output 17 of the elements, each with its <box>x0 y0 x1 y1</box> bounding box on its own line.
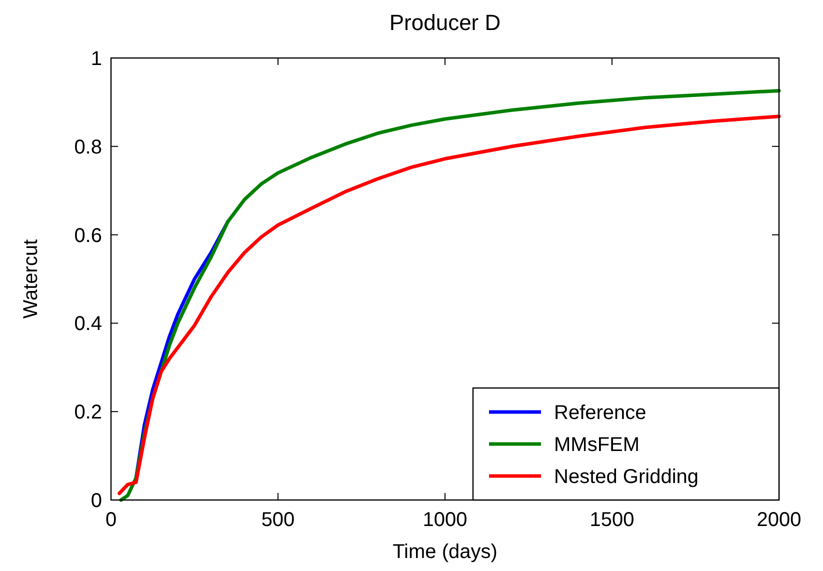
legend-label: Nested Gridding <box>554 466 699 488</box>
legend-label: Reference <box>554 402 646 424</box>
y-tick-label: 0 <box>90 490 102 512</box>
y-tick-label: 0.6 <box>74 224 102 247</box>
y-tick-label: 0.2 <box>74 402 102 424</box>
x-tick-label: 500 <box>261 509 295 531</box>
y-tick-label: 0.4 <box>74 313 102 336</box>
x-axis-title: Time (days) <box>392 541 498 563</box>
chart-title: Producer D <box>389 10 501 35</box>
x-tick-label: 2000 <box>756 509 802 531</box>
x-tick-label: 1000 <box>422 509 468 531</box>
legend-label: MMsFEM <box>554 434 640 456</box>
x-tick-label: 1500 <box>590 509 634 531</box>
y-tick-label: 0.8 <box>74 136 102 158</box>
x-tick-label: 0 <box>105 509 117 531</box>
y-axis-title: Watercut <box>20 238 42 319</box>
y-tick-label: 1 <box>90 48 102 70</box>
